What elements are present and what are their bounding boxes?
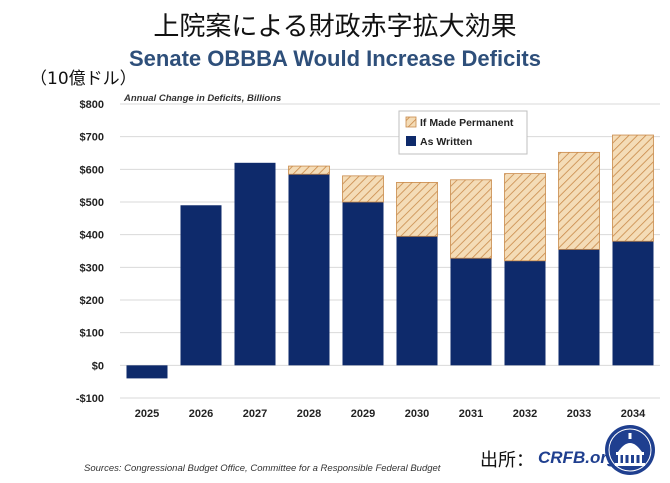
source-name: CRFB.org: [538, 448, 618, 467]
bar-as-written-2029: [342, 202, 384, 366]
x-tick-label: 2026: [189, 408, 213, 420]
x-tick-label: 2027: [243, 408, 267, 420]
legend-label-permanent: If Made Permanent: [420, 117, 514, 129]
bar-as-written-2032: [504, 260, 546, 366]
unit-label: （10億ドル）: [30, 69, 137, 89]
sources-note: Sources: Congressional Budget Office, Co…: [84, 463, 441, 474]
bar-if-permanent-2031: [450, 179, 492, 259]
y-tick-label: $700: [80, 132, 104, 144]
legend-swatch-permanent: [405, 116, 417, 128]
bars: [126, 134, 654, 379]
bar-as-written-2033: [558, 249, 600, 366]
y-tick-label: $0: [92, 360, 104, 372]
bar-if-permanent-2028: [288, 165, 330, 175]
x-tick-label: 2031: [459, 408, 483, 420]
x-tick-label: 2030: [405, 408, 429, 420]
bar-as-written-2030: [396, 236, 438, 366]
y-tick-label: $300: [80, 262, 104, 274]
y-tick-label: $500: [80, 197, 104, 209]
legend: If Made Permanent As Written: [398, 110, 528, 155]
bar-if-permanent-2034: [612, 134, 654, 242]
y-tick-label: $200: [80, 295, 104, 307]
chart-title-jp: 上院案による財政赤字拡大効果: [153, 12, 517, 42]
bar-if-permanent-2029: [342, 175, 384, 203]
bar-as-written-2027: [234, 162, 276, 366]
x-tick-label: 2033: [567, 408, 591, 420]
x-axis-ticks: 2025 2026 2027 2028 2029 2030 2031 2032 2033 2034: [135, 408, 646, 420]
legend-box: [398, 110, 528, 155]
legend-swatch-as-written: [406, 136, 416, 146]
y-tick-label: $800: [80, 99, 104, 111]
bar-as-written-2031: [450, 258, 492, 366]
legend-label-as-written: As Written: [420, 136, 472, 148]
bar-if-permanent-2033: [558, 151, 600, 250]
chart-subtitle: Annual Change in Deficits, Billions: [123, 93, 281, 104]
y-axis-ticks: -$100 $0 $100 $200 $300 $400 $500 $600 $700 $800: [76, 99, 104, 405]
y-tick-label: -$100: [76, 393, 104, 405]
bar-as-written-2026: [180, 205, 222, 366]
y-tick-label: $400: [80, 230, 104, 242]
chart-title-en: Senate OBBBA Would Increase Deficits: [129, 46, 541, 71]
source-label: 出所：: [480, 450, 534, 471]
bar-as-written-2034: [612, 241, 654, 366]
x-tick-label: 2025: [135, 408, 159, 420]
y-tick-label: $600: [80, 164, 104, 176]
x-tick-label: 2028: [297, 408, 321, 420]
bar-as-written-2025: [126, 365, 168, 379]
x-tick-label: 2034: [621, 408, 646, 420]
y-tick-label: $100: [80, 328, 104, 340]
bar-if-permanent-2032: [504, 173, 546, 262]
crfb-capitol-logo-icon: [605, 425, 655, 475]
bar-if-permanent-2030: [396, 181, 438, 237]
bar-as-written-2028: [288, 174, 330, 366]
x-tick-label: 2029: [351, 408, 375, 420]
x-tick-label: 2032: [513, 408, 537, 420]
